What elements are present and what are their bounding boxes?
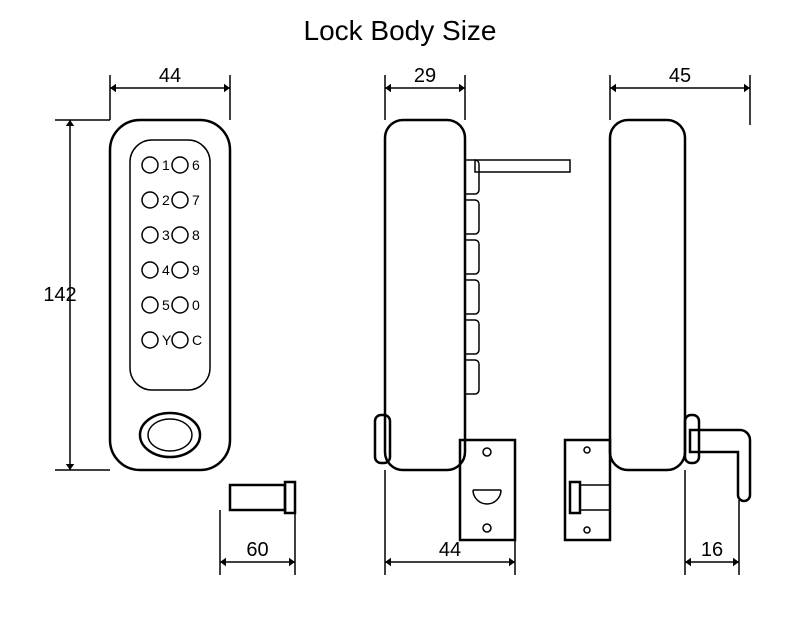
keypad-label: 7 [192, 192, 200, 208]
keypad-button [142, 262, 158, 278]
connecting-rod [475, 160, 570, 172]
keypad-label: 8 [192, 227, 200, 243]
keypad-label: 9 [192, 262, 200, 278]
keypad-button [172, 332, 188, 348]
side-button-bump [465, 280, 479, 314]
keypad-label: C [192, 332, 202, 348]
front-spindle [230, 485, 285, 510]
keypad-button [142, 332, 158, 348]
back-body [610, 120, 685, 470]
keypad-button [172, 262, 188, 278]
keypad-button [142, 192, 158, 208]
dim-front-left: 142 [43, 284, 76, 306]
keypad-button [142, 297, 158, 313]
keypad-button [172, 227, 188, 243]
keypad-label: Y [162, 332, 172, 348]
side-body [385, 120, 465, 470]
keypad-button [172, 192, 188, 208]
dim-side-top: 29 [414, 65, 436, 87]
back-plate [565, 440, 610, 540]
keypad-label: 5 [162, 297, 170, 313]
keypad-button [172, 157, 188, 173]
dim-back-top: 45 [669, 65, 691, 87]
keypad-label: 0 [192, 297, 200, 313]
dim-front-top: 44 [159, 65, 181, 87]
side-button-bump [465, 160, 479, 194]
keypad-label: 4 [162, 262, 170, 278]
keypad-button [142, 157, 158, 173]
front-body [110, 120, 230, 470]
keypad-button [172, 297, 188, 313]
dim-front-bottom: 60 [246, 539, 268, 561]
dim-side-bottom: 44 [439, 539, 461, 561]
side-button-bump [465, 360, 479, 394]
diagram-title: Lock Body Size [304, 15, 497, 46]
keypad-label: 6 [192, 157, 200, 173]
dim-back-bottom: 16 [701, 539, 723, 561]
side-button-bump [465, 320, 479, 354]
keypad-label: 3 [162, 227, 170, 243]
side-button-bump [465, 200, 479, 234]
side-button-bump [465, 240, 479, 274]
keypad-button [142, 227, 158, 243]
keypad-label: 2 [162, 192, 170, 208]
keypad-label: 1 [162, 157, 170, 173]
